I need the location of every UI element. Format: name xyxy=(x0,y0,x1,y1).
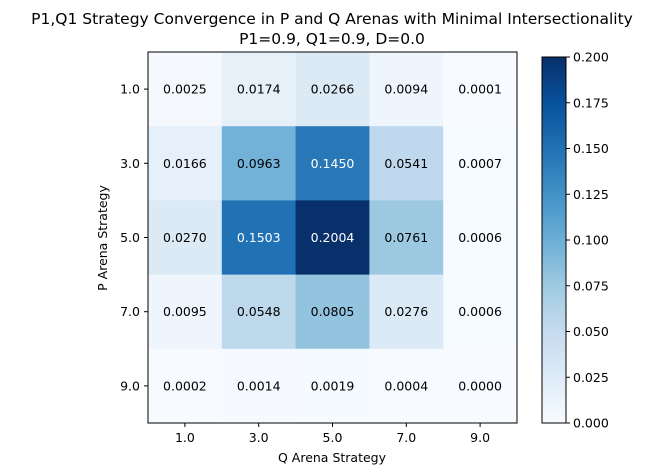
colorbar-ticks: 0.000 0.025 0.050 0.075 0.100 0.125 0.150 0.175… xyxy=(566,50,609,431)
heatmap-cell xyxy=(221,348,297,424)
cell-value-label: 0.0266 xyxy=(311,82,355,97)
cell-value-label: 0.0541 xyxy=(384,156,428,171)
y-axis-ticks: 1.0 3.0 5.0 7.0 9.0 xyxy=(120,82,148,393)
heatmap-cell xyxy=(148,200,223,276)
heatmap-cell xyxy=(369,274,444,350)
x-tick-label: 1.0 xyxy=(175,430,195,445)
cell-value-label: 0.0002 xyxy=(163,378,207,393)
cell-value-label: 0.0004 xyxy=(384,378,428,393)
y-tick-label: 7.0 xyxy=(120,304,140,319)
colorbar-tick-label: 0.000 xyxy=(573,416,609,431)
heatmap-cell xyxy=(369,200,444,276)
cell-value-label: 0.2004 xyxy=(311,230,355,245)
heatmap-cell xyxy=(295,126,370,201)
heatmap-cell xyxy=(221,274,297,350)
heatmap-cell xyxy=(369,348,444,424)
heatmap-cell xyxy=(148,274,223,350)
cell-value-label: 0.0006 xyxy=(458,304,502,319)
y-tick-label: 3.0 xyxy=(120,156,140,171)
colorbar-tick-label: 0.150 xyxy=(573,141,609,156)
heatmap-cell xyxy=(443,126,518,201)
colorbar-tick-label: 0.075 xyxy=(573,278,609,293)
x-tick-label: 7.0 xyxy=(396,430,416,445)
heatmap-cell xyxy=(148,126,223,201)
cell-value-label: 0.1450 xyxy=(311,156,355,171)
cell-value-label: 0.0276 xyxy=(384,304,428,319)
y-tick-label: 9.0 xyxy=(120,378,140,393)
heatmap-cell xyxy=(221,200,297,276)
colorbar-tick-label: 0.200 xyxy=(573,50,609,65)
cell-value-label: 0.0019 xyxy=(311,378,355,393)
x-tick-label: 5.0 xyxy=(323,430,343,445)
cell-value-label: 0.1503 xyxy=(237,230,281,245)
heatmap-cell xyxy=(221,52,297,127)
y-tick-label: 5.0 xyxy=(120,230,140,245)
heatmap-cell xyxy=(369,126,444,201)
cell-value-label: 0.0270 xyxy=(163,230,207,245)
heatmap-cell xyxy=(443,348,518,424)
cell-value-label: 0.0025 xyxy=(163,82,207,97)
heatmap-cell-labels: 0.0025 0.0174 0.0266 0.0094 0.0001 0.0166 0.09… xyxy=(163,82,502,394)
cell-value-label: 0.0548 xyxy=(237,304,281,319)
cell-value-label: 0.0761 xyxy=(384,230,428,245)
heatmap-cells xyxy=(148,52,518,424)
x-axis-ticks: 1.0 3.0 5.0 7.0 9.0 xyxy=(175,423,490,445)
heatmap-cell xyxy=(443,200,518,276)
heatmap-cell xyxy=(148,52,223,127)
chart-title-line1: P1,Q1 Strategy Convergence in P and Q Ar… xyxy=(31,10,633,28)
cell-value-label: 0.0094 xyxy=(384,82,428,97)
x-tick-label: 3.0 xyxy=(249,430,269,445)
chart-title-line2: P1=0.9, Q1=0.9, D=0.0 xyxy=(239,30,425,48)
y-axis-label: P Arena Strategy xyxy=(95,185,110,291)
y-tick-label: 1.0 xyxy=(120,82,140,97)
cell-value-label: 0.0805 xyxy=(311,304,355,319)
heatmap-cell xyxy=(443,52,518,127)
cell-value-label: 0.0006 xyxy=(458,230,502,245)
heatmap-cell xyxy=(295,52,370,127)
heatmap-cell xyxy=(443,274,518,350)
colorbar-tick-label: 0.125 xyxy=(573,187,609,202)
x-tick-label: 9.0 xyxy=(470,430,490,445)
cell-value-label: 0.0007 xyxy=(458,156,502,171)
colorbar-tick-label: 0.100 xyxy=(573,233,609,248)
colorbar-tick-label: 0.050 xyxy=(573,324,609,339)
cell-value-label: 0.0174 xyxy=(237,82,281,97)
cell-value-label: 0.0000 xyxy=(458,378,502,393)
cell-value-label: 0.0014 xyxy=(237,378,281,393)
heatmap-cell xyxy=(221,126,297,201)
cell-value-label: 0.0963 xyxy=(237,156,281,171)
heatmap-cell xyxy=(148,348,223,424)
colorbar-tick-label: 0.175 xyxy=(573,95,609,110)
colorbar-tick-label: 0.025 xyxy=(573,370,609,385)
heatmap-cell xyxy=(295,348,370,424)
x-axis-label: Q Arena Strategy xyxy=(278,450,387,465)
cell-value-label: 0.0166 xyxy=(163,156,207,171)
heatmap-cell xyxy=(295,274,370,350)
heatmap-cell xyxy=(369,52,444,127)
cell-value-label: 0.0001 xyxy=(458,82,502,97)
heatmap-cell xyxy=(295,200,370,276)
colorbar xyxy=(541,56,567,424)
cell-value-label: 0.0095 xyxy=(163,304,207,319)
